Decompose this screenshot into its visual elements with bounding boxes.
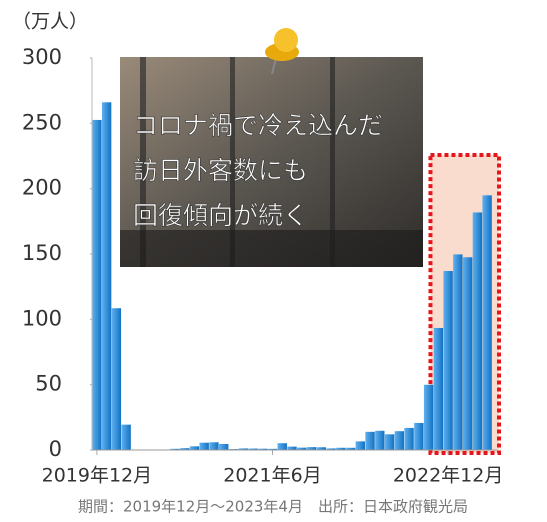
bar <box>121 425 130 450</box>
annotation: コロナ禍で冷え込んだ <box>133 111 383 140</box>
x-tick-label: 2019年12月 <box>42 465 153 487</box>
bar <box>404 428 413 450</box>
bar <box>219 444 228 450</box>
chart: （万人） コロナ禍で冷え込んだ 訪日外客数にも 回復傾向が続く 期間：2019年… <box>0 0 547 518</box>
x-tick-label: 2022年12月 <box>393 465 504 487</box>
bar <box>482 195 491 450</box>
y-tick-label: 300 <box>22 45 62 69</box>
bar <box>395 431 404 450</box>
bar <box>209 442 218 450</box>
y-tick-label: 200 <box>22 176 62 200</box>
bar <box>443 271 452 450</box>
bar <box>424 385 433 450</box>
bar <box>385 434 394 450</box>
bar <box>473 212 482 450</box>
bar <box>414 423 423 450</box>
source: 期間：2019年12月～2023年4月 出所：日本政府観光局 <box>78 498 468 516</box>
y-tick-label: 0 <box>49 437 62 461</box>
bar <box>463 257 472 450</box>
y-tick-label: 100 <box>22 306 62 330</box>
bar <box>434 328 443 450</box>
annotation: 訪日外客数にも <box>133 156 308 185</box>
bar <box>356 441 365 450</box>
y-tick-label: 150 <box>22 241 62 265</box>
unit-label: （万人） <box>12 11 88 33</box>
bar <box>287 447 296 450</box>
y-tick-label: 250 <box>22 110 62 134</box>
bar <box>112 308 121 450</box>
bar <box>453 254 462 450</box>
bar <box>92 120 101 450</box>
y-tick-label: 50 <box>35 372 62 396</box>
bar <box>102 102 111 450</box>
bar <box>200 443 209 450</box>
annotation: 回復傾向が続く <box>133 201 308 230</box>
bar <box>278 443 287 450</box>
bar <box>375 431 384 450</box>
bar <box>365 432 374 450</box>
x-tick-label: 2021年6月 <box>223 465 321 487</box>
bar <box>190 446 199 450</box>
